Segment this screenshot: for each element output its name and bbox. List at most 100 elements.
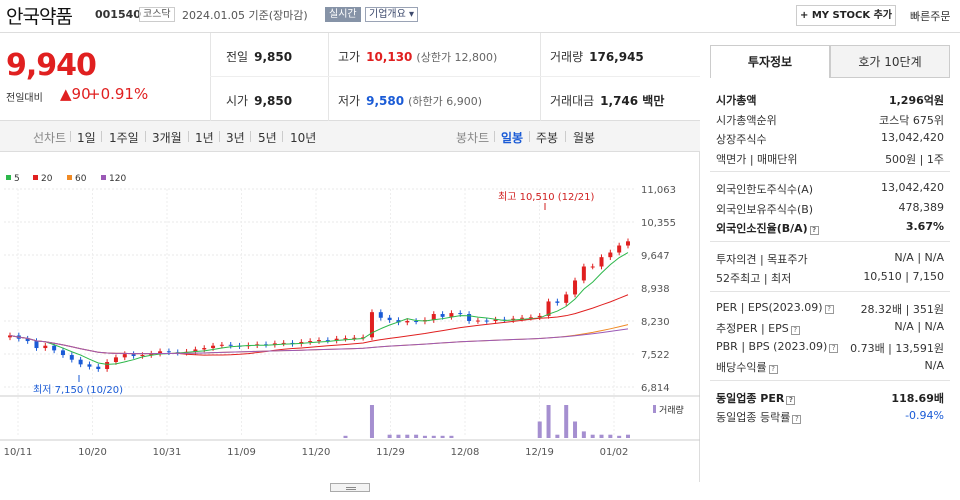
- info-row: 외국인보유주식수(B) 478,389: [710, 198, 950, 218]
- candle-body: [34, 341, 39, 349]
- base-date: 2024.01.05 기준(장마감): [182, 9, 308, 22]
- info-label: 외국인보유주식수(B): [716, 202, 814, 216]
- candle-body: [8, 335, 12, 338]
- y-tick-label: 11,063: [641, 185, 676, 196]
- candle-monthly[interactable]: 월봉: [573, 131, 596, 145]
- y-tick-label: 9,647: [641, 251, 670, 262]
- chart-resize-handle[interactable]: [330, 483, 370, 492]
- candle-body: [581, 266, 586, 281]
- candle-body: [511, 318, 516, 321]
- group-divider: [710, 171, 950, 178]
- help-icon[interactable]: ?: [792, 415, 802, 424]
- candle-body: [334, 338, 339, 341]
- add-mystock-button[interactable]: + MY STOCK 추가: [796, 5, 896, 26]
- ma-line-120: [9, 328, 629, 355]
- info-row: 외국인소진율(B/A)? 3.67%: [710, 217, 950, 237]
- help-icon[interactable]: ?: [790, 326, 800, 335]
- volume-bar: [599, 434, 604, 438]
- legend-label: 120: [109, 174, 126, 184]
- info-label: 동일업종 등락률?: [716, 409, 802, 425]
- x-tick-label: 11/20: [302, 447, 331, 458]
- volume-bar: [555, 434, 560, 438]
- y-tick-label: 7,522: [641, 350, 670, 361]
- candle-body: [387, 317, 392, 321]
- candle-body: [158, 351, 163, 354]
- info-value: 0.73배 | 13,591원: [850, 341, 944, 355]
- ma-line-5: [9, 252, 629, 365]
- candle-body: [414, 321, 419, 323]
- candle-chart-label: 봉차트: [456, 131, 490, 145]
- volume-bar: [581, 431, 586, 438]
- candle-body: [449, 313, 454, 317]
- candle-body: [43, 345, 48, 349]
- x-tick-label: 10/11: [4, 447, 33, 458]
- candle-body: [520, 317, 525, 319]
- period-3m[interactable]: 3개월: [152, 131, 182, 145]
- divider: [210, 76, 700, 77]
- info-label: 배당수익률?: [716, 359, 778, 375]
- stock-code: 001540: [95, 8, 141, 21]
- price-chart[interactable]: 11,063 10,355 9,647 8,938 8,230 7,522 6,814 10/…: [0, 152, 700, 482]
- quick-order-link[interactable]: 빠른주문: [910, 10, 951, 23]
- high-annotation: 최고 10,510 (12/21): [498, 191, 594, 203]
- volume-legend-label: 거래량: [659, 404, 684, 416]
- legend-swatch: [67, 175, 72, 180]
- legend-swatch: [101, 175, 106, 180]
- info-value: 3.67%: [905, 220, 944, 233]
- period-5y[interactable]: 5년: [258, 131, 277, 145]
- volume-bar: [343, 435, 348, 438]
- candle-body: [528, 317, 533, 319]
- candle-body: [475, 320, 480, 322]
- info-row: 상장주식수 13,042,420: [710, 128, 950, 148]
- candle-daily[interactable]: 일봉: [501, 131, 524, 145]
- info-value: -0.94%: [905, 409, 944, 422]
- help-icon[interactable]: ?: [768, 365, 778, 374]
- help-icon[interactable]: ?: [786, 395, 796, 405]
- help-icon[interactable]: ?: [824, 304, 834, 314]
- info-label: 동일업종 PER?: [716, 390, 796, 406]
- candle-body: [25, 338, 30, 342]
- volume-bar: [626, 434, 630, 438]
- period-10y[interactable]: 10년: [290, 131, 317, 145]
- divider: [328, 33, 329, 121]
- x-tick-label: 12/08: [451, 447, 480, 458]
- tab-investment-info[interactable]: 투자정보: [710, 45, 830, 78]
- volume-bar: [422, 435, 427, 438]
- info-row: 시가총액순위 코스닥 675위: [710, 109, 950, 129]
- x-tick-label: 10/20: [78, 447, 107, 458]
- volume-bar: [396, 434, 401, 438]
- info-rows: 시가총액 1,296억원 시가총액순위 코스닥 675위 상장주식수 13,042,420…: [710, 89, 950, 426]
- period-1w[interactable]: 1주일: [109, 131, 139, 145]
- candle-weekly[interactable]: 주봉: [536, 131, 559, 145]
- realtime-button[interactable]: 실시간: [325, 7, 361, 22]
- volume-bar: [608, 434, 613, 438]
- info-row: 외국인한도주식수(A) 13,042,420: [710, 178, 950, 198]
- candle-body: [105, 362, 110, 370]
- info-value: 118.69배: [891, 391, 944, 405]
- info-value: 코스닥 675위: [879, 113, 944, 127]
- volume-bar: [537, 421, 542, 438]
- company-overview-dropdown[interactable]: 기업개요 ▾: [365, 7, 418, 22]
- candle-body: [149, 353, 154, 356]
- panel-tabs: 투자정보 호가 10단계: [710, 45, 950, 78]
- period-3y[interactable]: 3년: [226, 131, 245, 145]
- help-icon[interactable]: ?: [829, 343, 839, 353]
- group-divider: [710, 290, 950, 298]
- candle-body: [140, 355, 145, 357]
- volume-bar: [546, 405, 551, 438]
- prev-close: 전일 9,850: [226, 50, 293, 64]
- candle-body: [78, 359, 83, 365]
- volume-legend-swatch: [653, 405, 656, 413]
- period-1y[interactable]: 1년: [195, 131, 214, 145]
- candle-body: [555, 301, 560, 303]
- group-divider: [710, 240, 950, 248]
- candle-body: [193, 349, 198, 352]
- candle-body: [564, 294, 569, 303]
- candle-body: [599, 257, 604, 267]
- info-row: PER | EPS(2023.09)? 28.32배 | 351원: [710, 298, 950, 318]
- tab-order-book[interactable]: 호가 10단계: [830, 45, 950, 78]
- help-icon[interactable]: ?: [809, 226, 819, 235]
- volume-bar: [573, 421, 578, 438]
- period-1d[interactable]: 1일: [77, 131, 96, 145]
- y-tick-label: 6,814: [641, 383, 670, 394]
